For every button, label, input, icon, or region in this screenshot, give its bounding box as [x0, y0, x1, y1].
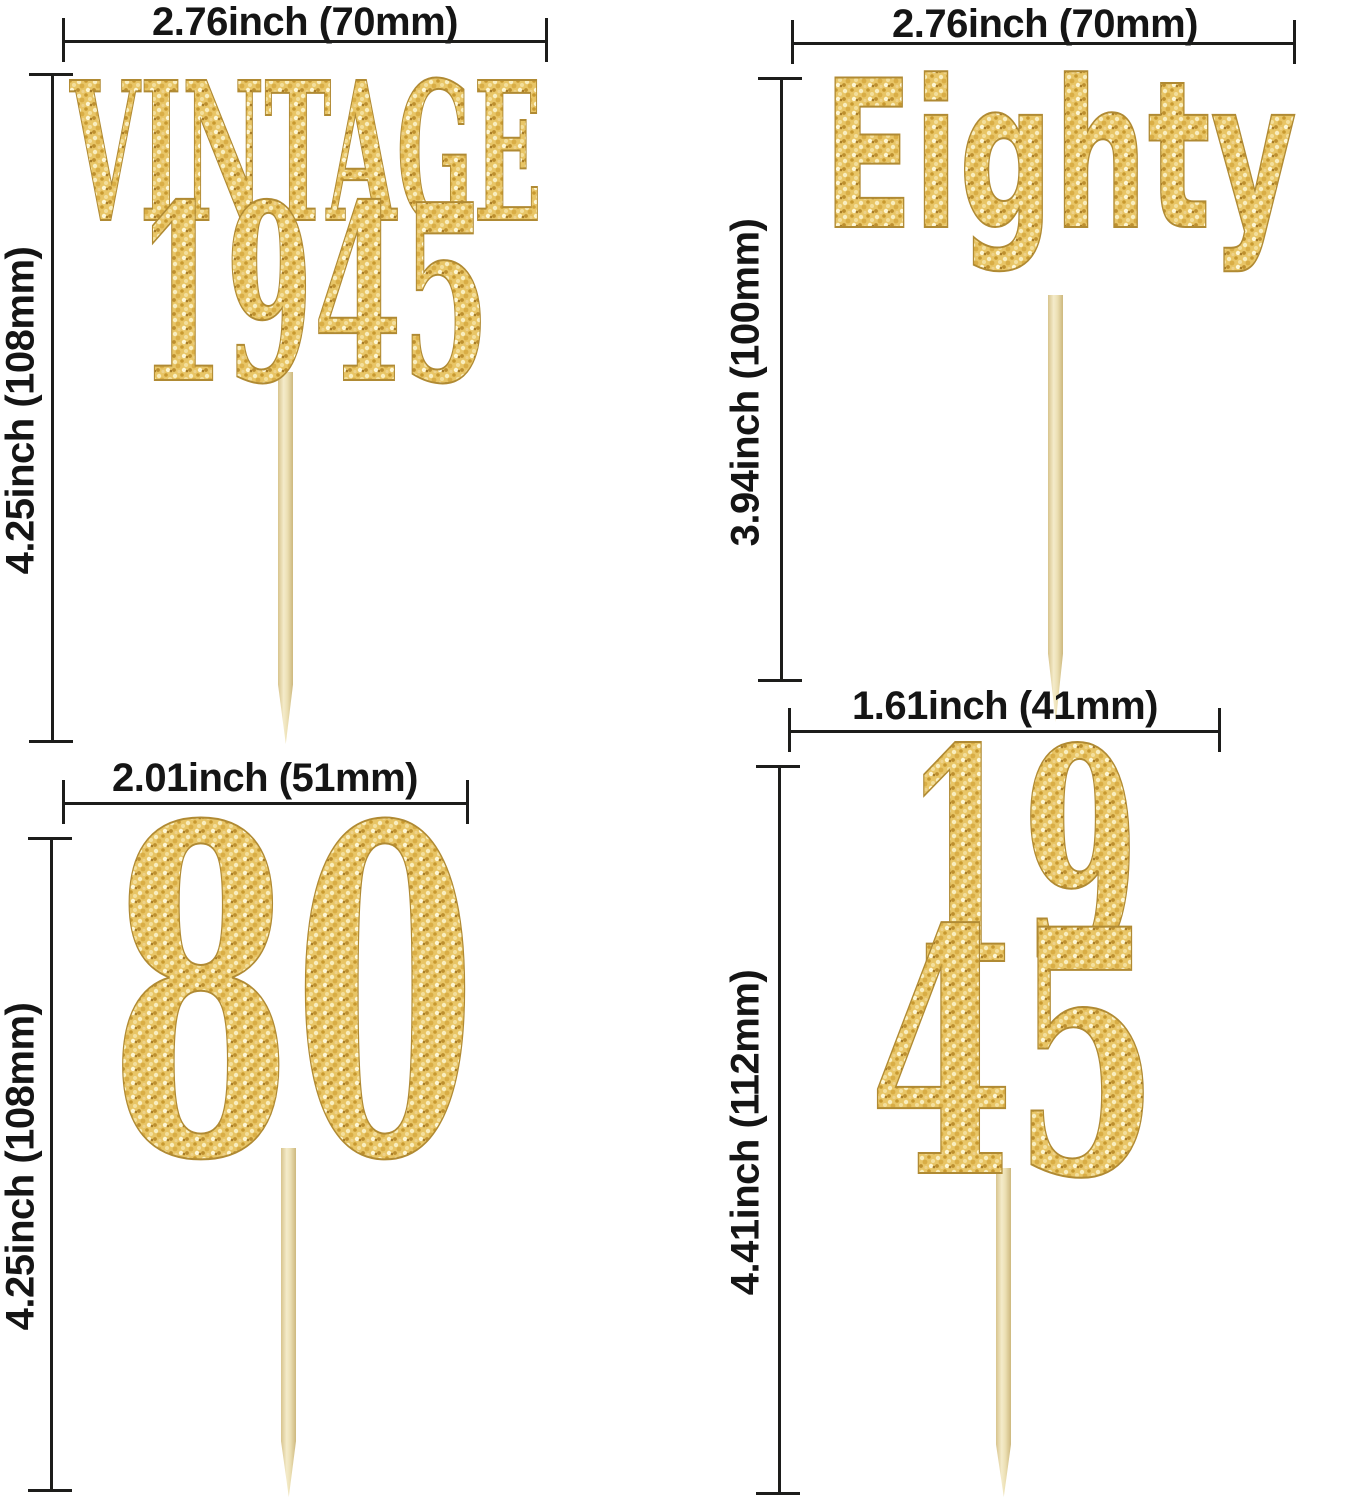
- dimension-tick: [28, 837, 72, 840]
- dimension-tick: [758, 679, 802, 682]
- dimension-tick: [62, 18, 65, 62]
- dimension-tick: [28, 1489, 72, 1492]
- height-label-vintage-1945: 4.25inch (108mm): [0, 246, 43, 575]
- height-label-eighty: 3.94inch (100mm): [723, 218, 768, 547]
- width-dimension-line: [790, 730, 1220, 733]
- dimension-tick: [29, 73, 73, 76]
- height-dimension-line: [780, 77, 783, 682]
- dimension-tick: [758, 77, 802, 80]
- toothpick-stick: [1048, 295, 1063, 722]
- topper-vintage-1945: VINTAGE 1945: [68, 40, 543, 439]
- topper-eighty: Eighty: [822, 37, 1298, 277]
- dimension-tick: [29, 740, 73, 743]
- dimension-tick: [466, 780, 469, 824]
- dimension-tick: [545, 18, 548, 62]
- width-label-1945: 1.61inch (41mm): [852, 684, 1158, 728]
- topper-80: 80: [108, 728, 478, 1261]
- height-dimension-line: [778, 765, 781, 1495]
- glitter-text-45: 45: [869, 856, 1159, 1253]
- height-label-80: 4.25inch (108mm): [0, 1002, 43, 1331]
- toothpick-stick: [278, 372, 293, 744]
- height-dimension-line: [51, 73, 54, 743]
- dimension-tick: [1293, 20, 1296, 64]
- width-label-vintage-1945: 2.76inch (70mm): [152, 0, 458, 44]
- toothpick-stick: [996, 1168, 1011, 1497]
- dimension-tick: [756, 765, 800, 768]
- glitter-text-80: 80: [109, 729, 477, 1260]
- dimension-tick: [62, 780, 65, 824]
- height-dimension-line: [50, 837, 53, 1492]
- dimension-tick: [788, 708, 791, 752]
- dimension-tick: [756, 1492, 800, 1495]
- glitter-text-vintage: VINTAGE: [69, 41, 542, 266]
- toothpick-stick: [281, 1148, 296, 1497]
- glitter-text-19: 19: [903, 684, 1140, 1031]
- dimension-tick: [791, 20, 794, 64]
- topper-stacked-1945: 19 45: [868, 683, 1160, 1254]
- height-label-1945: 4.41inch (112mm): [723, 969, 768, 1296]
- width-dimension-line: [793, 42, 1295, 45]
- dimension-tick: [1218, 708, 1221, 752]
- glitter-text-eighty: Eighty: [823, 38, 1297, 276]
- width-dimension-line: [63, 802, 468, 805]
- width-dimension-line: [63, 40, 547, 43]
- glitter-text-1945: 1945: [137, 151, 490, 438]
- width-label-eighty: 2.76inch (70mm): [892, 2, 1198, 46]
- width-label-80: 2.01inch (51mm): [112, 756, 418, 800]
